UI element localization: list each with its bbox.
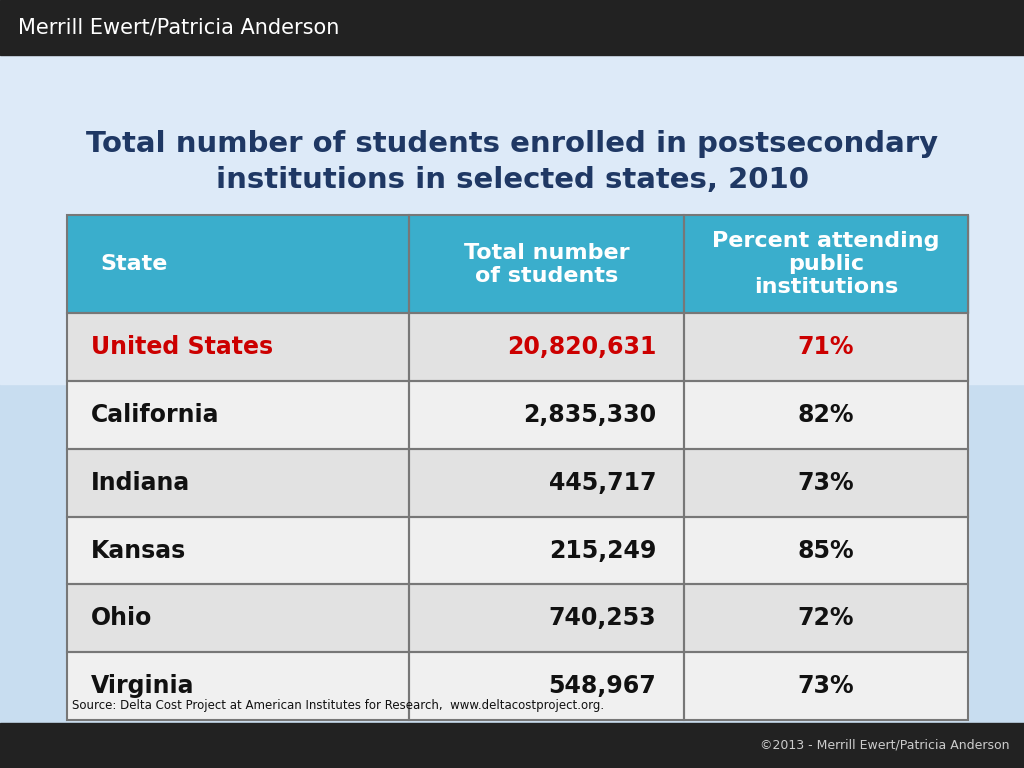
Bar — [684, 584, 968, 652]
Text: 445,717: 445,717 — [549, 471, 656, 495]
Text: 2,835,330: 2,835,330 — [523, 403, 656, 427]
Bar — [409, 652, 684, 720]
Text: Total number of students enrolled in postsecondary
institutions in selected stat: Total number of students enrolled in pos… — [86, 130, 938, 194]
Bar — [409, 313, 684, 381]
Bar — [409, 215, 684, 313]
Text: 82%: 82% — [798, 403, 854, 427]
Bar — [684, 215, 968, 313]
Text: California: California — [90, 403, 219, 427]
Bar — [67, 381, 409, 449]
Text: 72%: 72% — [798, 607, 854, 631]
Bar — [67, 584, 409, 652]
Text: Source: Delta Cost Project at American Institutes for Research,  www.deltacostpr: Source: Delta Cost Project at American I… — [72, 699, 604, 712]
Bar — [67, 652, 409, 720]
Bar — [67, 313, 409, 381]
Bar — [684, 449, 968, 517]
Bar — [67, 449, 409, 517]
Text: Total number
of students: Total number of students — [464, 243, 629, 286]
Text: 73%: 73% — [798, 471, 854, 495]
Bar — [684, 652, 968, 720]
Bar — [67, 215, 409, 313]
Bar — [67, 652, 409, 720]
Bar — [684, 313, 968, 381]
Bar — [67, 517, 409, 584]
Text: Indiana: Indiana — [90, 471, 189, 495]
Bar — [684, 584, 968, 652]
Text: 71%: 71% — [798, 336, 854, 359]
Bar — [684, 381, 968, 449]
Bar — [0, 723, 1024, 768]
Bar — [409, 215, 684, 313]
Bar — [67, 449, 409, 517]
Bar — [409, 517, 684, 584]
Text: 215,249: 215,249 — [549, 538, 656, 563]
Bar — [409, 517, 684, 584]
Text: 740,253: 740,253 — [549, 607, 656, 631]
Text: 73%: 73% — [798, 674, 854, 698]
Text: Ohio: Ohio — [90, 607, 152, 631]
Bar — [67, 215, 409, 313]
Bar — [67, 584, 409, 652]
Bar — [409, 381, 684, 449]
Bar — [684, 313, 968, 381]
Bar — [409, 381, 684, 449]
Bar — [409, 449, 684, 517]
Text: ©2013 - Merrill Ewert/Patricia Anderson: ©2013 - Merrill Ewert/Patricia Anderson — [760, 739, 1009, 752]
Text: State: State — [100, 254, 168, 274]
Bar — [0, 0, 1024, 55]
Bar — [0, 0, 1024, 384]
Text: Kansas: Kansas — [90, 538, 185, 563]
Text: 85%: 85% — [798, 538, 854, 563]
Bar — [67, 313, 409, 381]
Bar — [409, 449, 684, 517]
Bar — [67, 517, 409, 584]
Text: Merrill Ewert/Patricia Anderson: Merrill Ewert/Patricia Anderson — [18, 18, 339, 38]
Text: 548,967: 548,967 — [549, 674, 656, 698]
Bar — [684, 517, 968, 584]
Bar — [409, 584, 684, 652]
Text: Virginia: Virginia — [90, 674, 194, 698]
Bar — [409, 652, 684, 720]
Bar — [684, 381, 968, 449]
Text: Percent attending
public
institutions: Percent attending public institutions — [712, 231, 939, 297]
Bar — [409, 584, 684, 652]
Text: 20,820,631: 20,820,631 — [507, 336, 656, 359]
Bar — [67, 381, 409, 449]
Bar — [409, 313, 684, 381]
Bar — [684, 517, 968, 584]
Bar — [684, 215, 968, 313]
Text: United States: United States — [90, 336, 272, 359]
Bar — [684, 449, 968, 517]
Bar — [684, 652, 968, 720]
